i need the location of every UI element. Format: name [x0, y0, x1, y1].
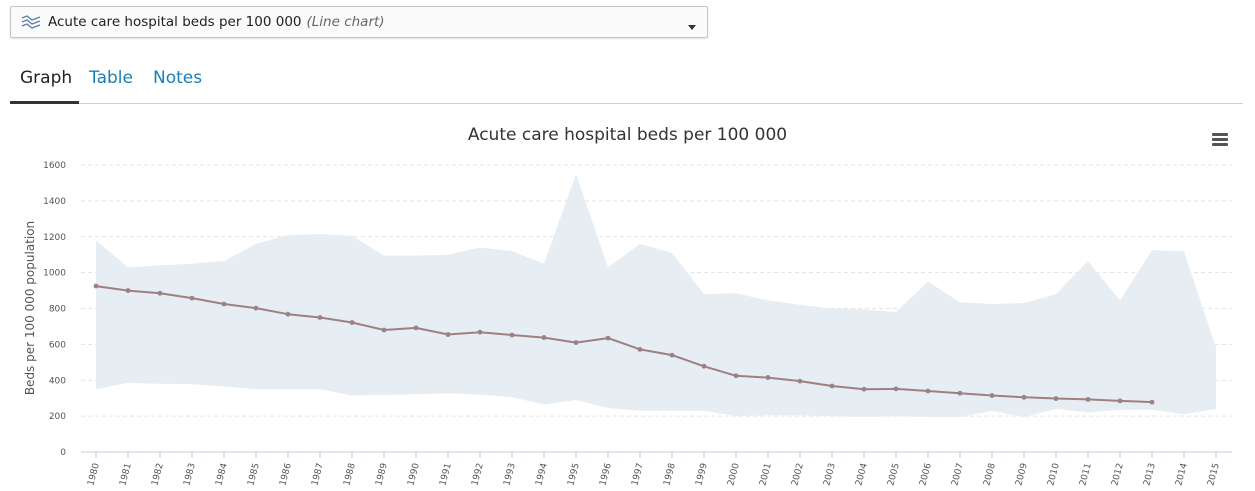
- selector-title: Acute care hospital beds per 100 000: [48, 14, 302, 30]
- data-point: [1149, 399, 1155, 405]
- range-band: [96, 174, 1216, 417]
- data-point: [413, 325, 419, 331]
- x-tick-label: 1982: [150, 462, 166, 487]
- x-tick-label: 1989: [374, 462, 390, 487]
- data-point: [349, 320, 355, 325]
- data-point: [605, 335, 611, 341]
- series-line: [93, 283, 1155, 405]
- x-tick-label: 2004: [854, 462, 870, 487]
- data-point: [701, 363, 707, 369]
- y-tick-label: 1600: [43, 161, 66, 171]
- data-point: [573, 340, 579, 345]
- range-area: [96, 174, 1216, 417]
- x-tick-label: 2005: [886, 462, 902, 487]
- data-point: [765, 375, 771, 380]
- x-tick-label: 2013: [1142, 462, 1158, 487]
- data-point: [445, 332, 451, 337]
- chevron-down-icon[interactable]: [687, 17, 697, 36]
- data-point: [157, 290, 163, 296]
- x-tick-label: 1986: [278, 462, 294, 487]
- data-point: [861, 386, 867, 392]
- y-tick-label: 600: [49, 340, 66, 350]
- chart-menu-icon[interactable]: [1212, 133, 1230, 147]
- data-point: [669, 352, 675, 358]
- chart-title: Acute care hospital beds per 100 000: [467, 125, 788, 145]
- x-tick-label: 2001: [758, 462, 774, 487]
- x-tick-label: 1992: [470, 462, 486, 487]
- data-point: [733, 373, 739, 379]
- x-tick-label: 1985: [246, 462, 262, 487]
- data-point: [93, 283, 99, 289]
- x-tick-label: 1991: [438, 462, 454, 487]
- data-point: [1053, 396, 1059, 401]
- x-tick-label: 2015: [1206, 462, 1222, 487]
- x-tick-label: 1994: [534, 462, 550, 487]
- selector-chart-type: (Line chart): [306, 14, 385, 30]
- data-point: [125, 288, 131, 293]
- data-point: [637, 346, 643, 352]
- x-tick-label: 2007: [950, 462, 966, 487]
- y-tick-label: 800: [49, 305, 66, 315]
- x-tick-label: 1983: [182, 462, 198, 487]
- x-tick-label: 1998: [662, 462, 678, 487]
- data-point: [509, 332, 515, 338]
- data-point: [1085, 397, 1091, 402]
- indicator-selector[interactable]: Acute care hospital beds per 100 000 (Li…: [10, 6, 708, 38]
- y-tick-label: 200: [49, 412, 66, 422]
- data-point: [477, 329, 483, 335]
- y-tick-label: 1000: [43, 269, 66, 279]
- y-tick-label: 1200: [43, 233, 66, 243]
- tab-table[interactable]: Table: [89, 68, 133, 88]
- y-tick-label: 400: [49, 376, 66, 386]
- x-tick-label: 1997: [630, 462, 646, 487]
- y-tick-label: 1400: [43, 197, 66, 207]
- x-tick-label: 1980: [86, 462, 102, 487]
- line-chart-icon: [21, 14, 41, 30]
- x-tick-label: 1987: [310, 462, 326, 487]
- data-point: [925, 388, 931, 394]
- data-point: [541, 335, 547, 340]
- x-tick-label: 2003: [822, 462, 838, 487]
- x-tick-label: 1996: [598, 462, 614, 487]
- x-tick-label: 1995: [566, 462, 582, 487]
- data-point: [989, 393, 995, 398]
- tab-notes[interactable]: Notes: [153, 68, 203, 88]
- data-point: [1021, 394, 1027, 400]
- x-tick-label: 2006: [918, 462, 934, 487]
- data-point: [893, 386, 899, 392]
- data-point: [285, 311, 291, 317]
- data-point: [1117, 398, 1123, 404]
- x-tick-label: 2010: [1046, 462, 1062, 487]
- x-tick-label: 2014: [1174, 462, 1190, 487]
- x-tick-label: 2002: [790, 462, 806, 487]
- x-tick-label: 2011: [1078, 462, 1094, 487]
- y-tick-label: 0: [60, 448, 66, 458]
- data-point: [189, 295, 195, 301]
- data-point: [797, 378, 803, 384]
- data-point: [381, 327, 387, 333]
- x-tick-label: 1988: [342, 462, 358, 487]
- data-point: [829, 383, 835, 389]
- x-tick-label: 2008: [982, 462, 998, 487]
- x-tick-label: 1993: [502, 462, 518, 487]
- series-path: [95, 285, 1153, 404]
- x-tick-label: 1981: [118, 462, 134, 487]
- x-tick-label: 1984: [214, 462, 230, 487]
- y-axis-label: Beds per 100 000 population: [23, 221, 37, 395]
- data-point: [317, 315, 323, 320]
- x-tick-label: 1999: [694, 462, 710, 487]
- data-point: [957, 390, 963, 396]
- data-point: [253, 305, 259, 311]
- view-tabs: Graph Table Notes: [10, 60, 1243, 104]
- tab-graph[interactable]: Graph: [20, 68, 73, 88]
- x-tick-label: 2000: [726, 462, 742, 487]
- active-tab-indicator: [10, 101, 79, 104]
- x-tick-label: 1990: [406, 462, 422, 487]
- data-point: [221, 301, 227, 307]
- x-tick-label: 2012: [1110, 462, 1126, 487]
- x-tick-label: 2009: [1014, 462, 1030, 487]
